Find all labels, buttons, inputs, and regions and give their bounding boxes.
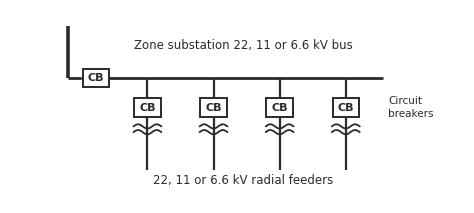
FancyBboxPatch shape — [201, 98, 227, 117]
FancyBboxPatch shape — [333, 98, 359, 117]
Text: CB: CB — [88, 73, 104, 83]
FancyBboxPatch shape — [266, 98, 293, 117]
Text: CB: CB — [272, 103, 288, 112]
Text: Zone substation 22, 11 or 6.6 kV bus: Zone substation 22, 11 or 6.6 kV bus — [134, 39, 352, 52]
Text: Circuit
breakers: Circuit breakers — [388, 96, 434, 119]
Text: CB: CB — [337, 103, 354, 112]
FancyBboxPatch shape — [134, 98, 161, 117]
Text: CB: CB — [205, 103, 222, 112]
Text: CB: CB — [139, 103, 155, 112]
Text: 22, 11 or 6.6 kV radial feeders: 22, 11 or 6.6 kV radial feeders — [153, 174, 333, 187]
FancyBboxPatch shape — [83, 69, 109, 88]
